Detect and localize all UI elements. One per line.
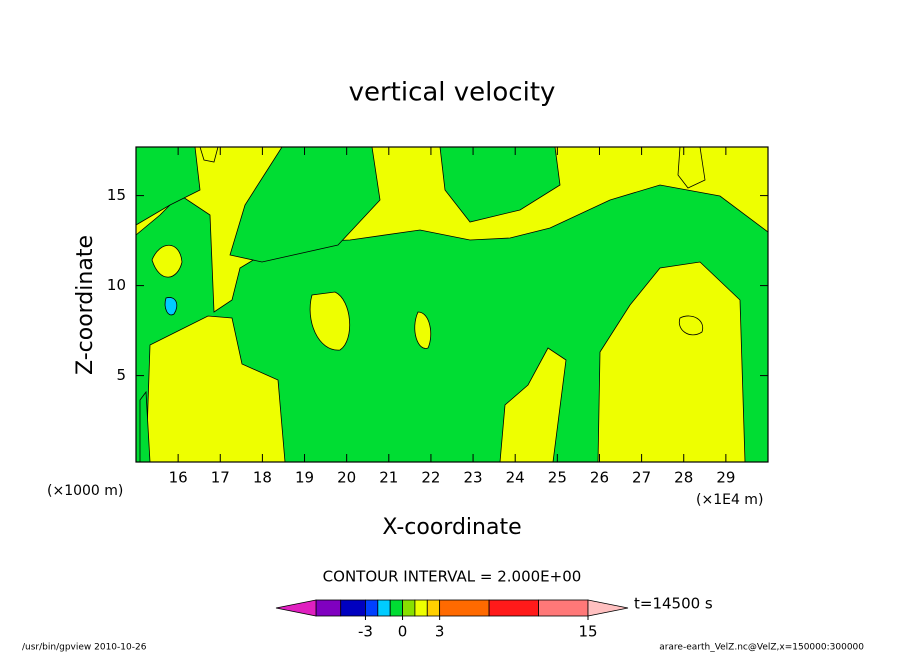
- contour-region: [414, 311, 432, 349]
- time-label: t=14500 s: [634, 595, 713, 613]
- x-tick-label: 29: [716, 469, 735, 487]
- colorbar-tick-label: -3: [358, 623, 373, 641]
- contour-region: [678, 315, 704, 336]
- x-unit-right: (×1E4 m): [696, 492, 763, 508]
- y-tick-label: 10: [107, 276, 126, 294]
- chart-title: vertical velocity: [349, 78, 556, 108]
- contour-region: [164, 297, 178, 316]
- y-tick-label: 15: [107, 186, 126, 204]
- contour-region: [677, 147, 706, 189]
- colorbar-box: [315, 599, 342, 617]
- y-tick-label: 5: [116, 366, 126, 384]
- x-tick-label: 24: [506, 469, 525, 487]
- contour-region: [136, 147, 201, 226]
- x-tick-label: 25: [548, 469, 567, 487]
- colorbar-over: [587, 599, 629, 617]
- footer-left: /usr/bin/gpview 2010-10-26: [22, 643, 147, 653]
- colorbar-box: [414, 599, 428, 617]
- contour-region: [309, 291, 351, 351]
- y-axis-label: Z-coordinate: [73, 235, 98, 375]
- x-tick-label: 18: [253, 469, 272, 487]
- contour-region: [229, 147, 381, 263]
- footer-right: arare-earth_VelZ.nc@VelZ,x=150000:300000: [659, 643, 864, 653]
- colorbar-under: [275, 599, 317, 617]
- x-tick-label: 23: [464, 469, 483, 487]
- colorbar-box: [426, 599, 441, 617]
- plot-frame: [135, 146, 769, 463]
- colorbar-box: [340, 599, 366, 617]
- x-axis-label: X-coordinate: [382, 515, 521, 540]
- contour-field: [136, 147, 768, 462]
- contour-region: [439, 147, 561, 223]
- x-tick-label: 22: [421, 469, 440, 487]
- x-tick-label: 28: [674, 469, 693, 487]
- x-tick-label: 27: [632, 469, 651, 487]
- x-tick-label: 20: [337, 469, 356, 487]
- colorbar-box: [439, 599, 490, 617]
- contour-region: [139, 390, 151, 462]
- colorbar-box: [488, 599, 539, 617]
- contour-interval: CONTOUR INTERVAL = 2.000E+00: [323, 568, 582, 586]
- x-tick-label: 17: [211, 469, 230, 487]
- colorbar-tick-label: 15: [578, 623, 597, 641]
- colorbar-box: [365, 599, 379, 617]
- colorbar-box: [389, 599, 403, 617]
- x-unit-left: (×1000 m): [47, 483, 123, 499]
- x-tick-label: 16: [169, 469, 188, 487]
- colorbar-box: [402, 599, 416, 617]
- colorbar-tick-label: 0: [398, 623, 408, 641]
- colorbar-box: [377, 599, 391, 617]
- contour-region: [151, 244, 183, 278]
- x-tick-label: 26: [590, 469, 609, 487]
- x-tick-label: 21: [379, 469, 398, 487]
- colorbar-tick-label: 3: [435, 623, 445, 641]
- contour-region: [199, 147, 219, 163]
- x-tick-label: 19: [295, 469, 314, 487]
- colorbar-box: [538, 599, 589, 617]
